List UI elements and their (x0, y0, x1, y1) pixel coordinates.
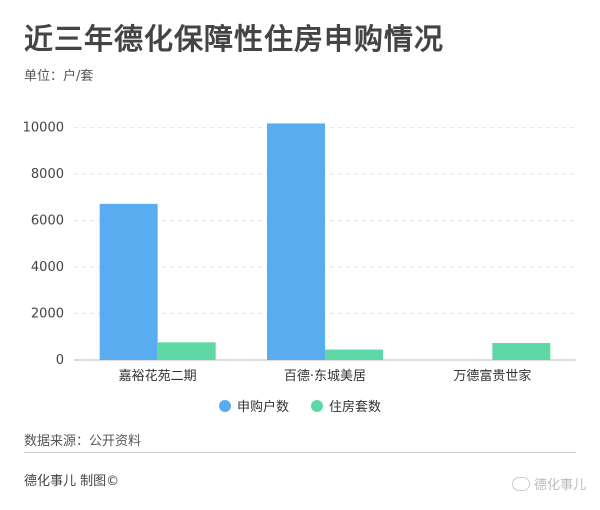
y-tick-label: 2000 (31, 307, 64, 322)
unit-label: 单位：户/套 (24, 69, 94, 84)
legend-item-applicants[interactable]: 申购户数 (218, 396, 289, 415)
x-tick-label: 百德·东城美居 (284, 369, 366, 384)
y-tick-label: 8000 (31, 167, 64, 182)
watermark-text: 德化事儿 (533, 478, 586, 493)
bar-units (325, 349, 383, 360)
bar-applicants (99, 203, 158, 360)
credit: 德化事儿 制图© (24, 474, 120, 489)
chart-title: 近三年德化保障性住房申购情况 (24, 22, 445, 56)
bar-applicants (267, 123, 325, 360)
watermark: 德化事儿 (511, 474, 586, 493)
y-tick-label: 4000 (31, 260, 64, 275)
y-tick-label: 6000 (31, 214, 64, 229)
x-tick-label: 万德富贵世家 (453, 368, 531, 384)
bar-chart: 0 2000 4000 6000 8000 10000 嘉裕花苑二期 百德·东城美居 万德富贵世… (23, 121, 576, 384)
legend-item-units[interactable]: 住房套数 (311, 396, 381, 415)
legend-label-applicants: 申购户数 (236, 400, 289, 415)
bar-units (492, 343, 551, 360)
legend: 申购户数 住房套数 (0, 396, 600, 415)
legend-dot-applicants (218, 399, 231, 412)
x-tick-label: 嘉裕花苑二期 (119, 368, 197, 384)
wechat-icon (511, 476, 530, 491)
data-source: 数据来源：公开资料 (24, 434, 142, 449)
bar-units (157, 342, 216, 360)
legend-dot-units (311, 399, 323, 412)
legend-label-units: 住房套数 (329, 400, 382, 415)
y-tick-label: 0 (56, 353, 64, 368)
divider (24, 452, 576, 453)
y-tick-label: 10000 (23, 121, 64, 136)
